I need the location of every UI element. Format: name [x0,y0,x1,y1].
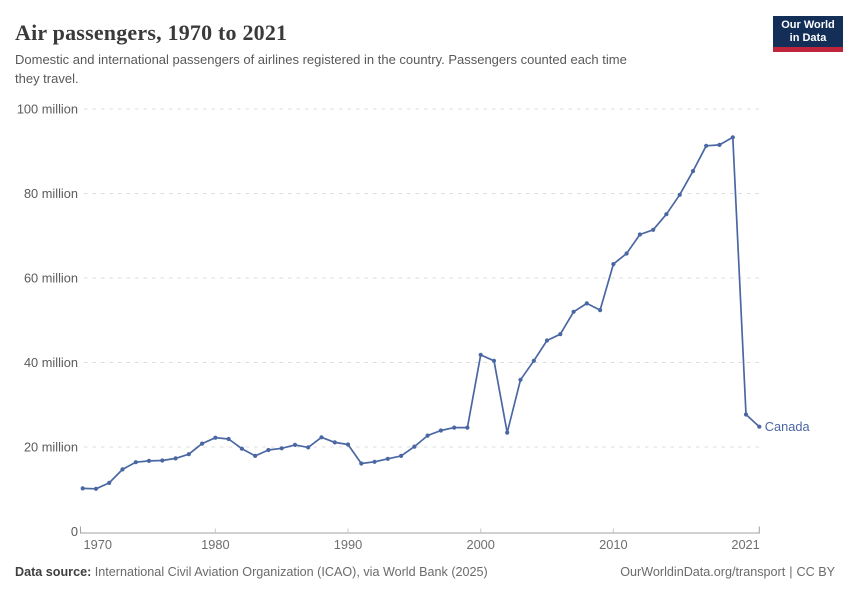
data-point[interactable] [239,446,244,451]
data-point[interactable] [518,377,523,382]
data-point[interactable] [690,169,696,174]
x-axis-line [80,526,760,534]
y-axis-label: 80 million [24,186,78,201]
owid-logo-text: Our World in Data [781,19,835,44]
data-point[interactable] [651,227,656,232]
data-point[interactable] [279,446,284,451]
data-point[interactable] [491,358,497,363]
chart-subtitle: Domestic and international passengers of… [15,50,755,88]
y-axis-label: 20 million [24,440,78,455]
data-point[interactable] [372,459,377,464]
data-point[interactable] [173,456,178,461]
data-point[interactable] [399,453,404,458]
footer-separator: | [789,565,793,579]
series-entity-label[interactable]: Canada [765,419,811,434]
data-point[interactable] [598,308,603,313]
data-point[interactable] [677,192,682,197]
data-point[interactable] [730,135,735,140]
data-point[interactable] [186,452,191,457]
x-axis-label: 1990 [334,537,362,552]
chart-footer: Data source: International Civil Aviatio… [15,565,835,585]
license-note: OurWorldinData.org/transport | CC BY [620,565,835,579]
data-point[interactable] [544,338,550,343]
data-point[interactable] [120,467,125,472]
data-point[interactable] [80,486,85,491]
data-point[interactable] [425,433,430,438]
data-point[interactable] [438,428,443,433]
data-point[interactable] [266,447,271,453]
y-axis-label: 0 [71,524,78,539]
owid-url-link[interactable]: OurWorldinData.org/transport [620,565,786,579]
data-point[interactable] [412,444,417,449]
data-point[interactable] [637,232,643,237]
series-line[interactable] [81,136,761,490]
chart-subtitle-line-1: Domestic and international passengers of… [15,52,627,67]
data-point[interactable] [345,442,351,447]
data-point[interactable] [478,352,483,357]
data-point[interactable] [624,251,629,256]
data-point[interactable] [292,442,298,447]
data-point[interactable] [200,441,205,446]
data-point[interactable] [757,424,762,429]
data-point[interactable] [385,456,390,461]
x-axis-label: 2010 [599,537,627,552]
y-axis-label: 60 million [24,271,78,286]
data-point[interactable] [584,301,589,306]
owid-logo-line-2: in Data [789,31,827,44]
x-axis-label: 1980 [201,537,229,552]
y-axis-label: 100 million [17,102,78,117]
data-point[interactable] [717,142,722,147]
cc-by-link[interactable]: CC BY [796,565,836,579]
x-axis-label: 2021 [731,537,759,552]
owid-logo-line-1: Our World [781,19,835,31]
data-point[interactable] [133,460,138,465]
data-source-label: Data source: [15,565,92,579]
data-point[interactable] [465,425,470,430]
owid-logo[interactable]: Our World in Data [773,16,843,52]
data-point[interactable] [664,212,669,217]
data-point[interactable] [704,143,709,148]
data-point[interactable] [571,309,576,314]
chart-subtitle-line-2: they travel. [15,71,79,86]
data-point[interactable] [452,425,457,430]
y-axis-label: 40 million [24,355,78,370]
data-point[interactable] [558,332,563,337]
data-point[interactable] [359,461,364,466]
data-point[interactable] [505,430,510,435]
data-point[interactable] [531,358,536,363]
data-source-text: International Civil Aviation Organizatio… [91,565,488,579]
data-point[interactable] [146,458,152,463]
data-point[interactable] [160,458,165,463]
data-point[interactable] [107,480,112,485]
data-point[interactable] [93,486,99,491]
data-point[interactable] [319,435,324,440]
data-point[interactable] [743,412,749,417]
data-point[interactable] [226,436,231,442]
x-axis-label: 2000 [466,537,494,552]
data-point[interactable] [611,262,616,267]
data-point[interactable] [306,445,311,450]
x-axis-label: 1970 [84,537,112,552]
page-title: Air passengers, 1970 to 2021 [15,20,288,45]
data-point[interactable] [253,453,258,458]
data-source-note: Data source: International Civil Aviatio… [15,565,488,579]
data-point[interactable] [332,440,337,445]
data-point[interactable] [213,435,218,440]
